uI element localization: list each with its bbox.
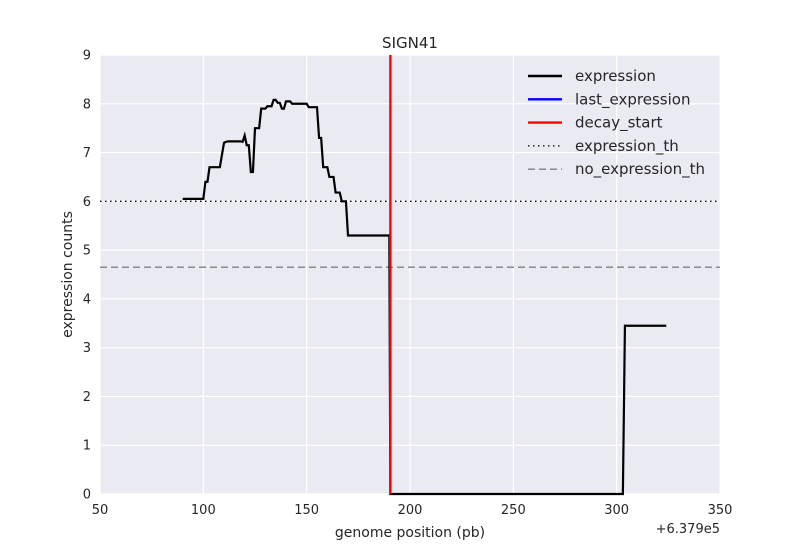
- series-layer: [182, 55, 667, 496]
- x-tick-label: 150: [294, 503, 319, 518]
- y-tick-label: 4: [83, 292, 91, 307]
- x-axis-offset-label: +6.379e5: [656, 522, 720, 537]
- y-tick-label: 6: [83, 195, 91, 210]
- threshold-lines: [100, 200, 720, 268]
- x-tick-label: 300: [604, 503, 629, 518]
- x-tick-label: 350: [708, 503, 733, 518]
- y-tick-label: 0: [83, 488, 91, 503]
- y-axis-label: expression counts: [60, 211, 76, 338]
- legend-label-expression: expression: [575, 67, 656, 85]
- legend: expression last_expression decay_startexpr…: [528, 67, 705, 179]
- y-tick-label: 7: [83, 146, 91, 161]
- x-tick-label: 200: [398, 503, 423, 518]
- legend-label-decay-start: decay_start: [575, 114, 663, 133]
- x-tick-label: 250: [501, 503, 526, 518]
- y-tick-label: 5: [83, 244, 91, 259]
- x-tick-label: 100: [191, 503, 216, 518]
- x-tick-label: 50: [92, 503, 109, 518]
- y-tick-label: 8: [83, 97, 91, 112]
- y-tick-label: 2: [83, 390, 91, 405]
- y-tick-label: 9: [83, 49, 91, 64]
- legend-label-last-expression: last_expression: [575, 90, 690, 109]
- chart-title: SIGN41: [382, 34, 438, 52]
- y-tick-label: 3: [83, 341, 91, 356]
- y-tick-label: 1: [83, 439, 91, 454]
- x-axis-label: genome position (pb): [335, 525, 485, 541]
- expression-line: [182, 98, 667, 496]
- tick-labels: 50 100 150 200 250 300 350 0 1 2 3 4 5 6 7 8 9: [83, 49, 733, 519]
- legend-label-no-expression-th: no_expression_th: [575, 160, 705, 179]
- legend-label-expression-th: expression_th: [575, 137, 679, 156]
